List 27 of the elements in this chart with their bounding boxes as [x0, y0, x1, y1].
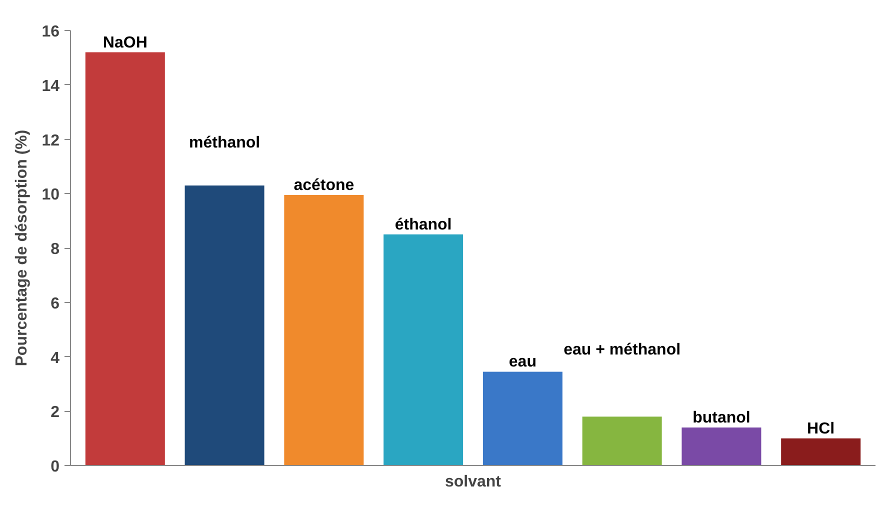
x-tick-label: butanol: [692, 409, 750, 426]
y-tick-label: 8: [50, 241, 60, 258]
y-axis-title: Pourcentage de désorption (%): [14, 130, 31, 366]
x-tick-label: acétone: [294, 177, 354, 194]
x-tick-label: eau + méthanol: [564, 342, 681, 359]
y-tick-label: 16: [42, 24, 60, 40]
y-tick-label: 6: [50, 295, 60, 312]
y-tick-label: 2: [50, 404, 60, 422]
bar: [582, 416, 662, 466]
bar: [384, 234, 464, 466]
x-tick-label: HCl: [807, 420, 835, 438]
bar: [781, 438, 861, 466]
x-tick-label: méthanol: [188, 134, 260, 152]
y-tick-label: 0: [50, 458, 60, 476]
bar: [284, 194, 364, 466]
x-tick-label: NaOH: [102, 34, 148, 52]
x-tick-label: eau: [508, 354, 536, 371]
x-tick-label: éthanol: [394, 216, 452, 234]
bar: [682, 427, 762, 466]
y-tick-label: 12: [42, 132, 60, 150]
y-tick-label: 10: [42, 186, 60, 204]
y-tick-label: 4: [50, 350, 60, 367]
bar: [184, 185, 264, 466]
x-axis-title: solvant: [444, 474, 502, 490]
bar: [482, 372, 562, 466]
bar: [85, 52, 165, 466]
y-tick-label: 14: [42, 78, 60, 95]
